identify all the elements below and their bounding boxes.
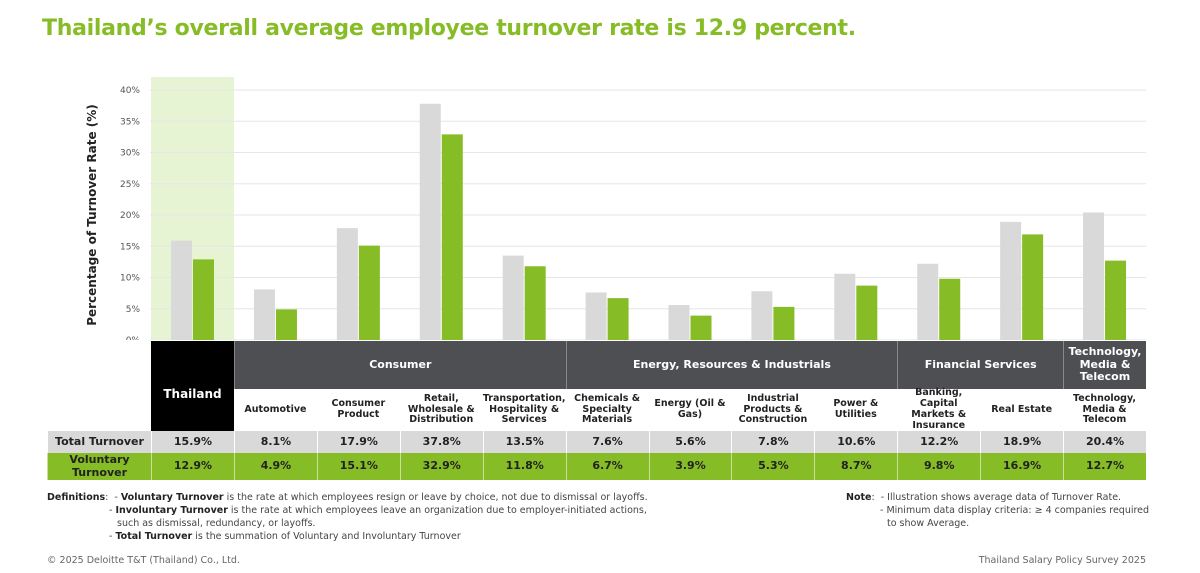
column-header: Chemicals & Specialty Materials [565,389,649,431]
note-line: Illustration shows average data of Turno… [887,492,1122,503]
total-term: Total Turnover [115,531,193,542]
bar-voluntary [441,134,463,340]
total-value: 13.5% [482,431,566,453]
definitions: Definitions: - Voluntary Turnover is the… [47,492,648,542]
note-label: Note [846,492,872,503]
group-header: Energy, Resources & Industrials [565,341,898,389]
total-value: 20.4% [1063,431,1146,453]
voluntary-value: 12.9% [151,453,234,480]
y-tick-label: 0% [126,336,141,340]
column-header: Energy (Oil & Gas) [648,389,732,431]
y-tick-label: 10% [120,274,140,284]
bar-voluntary [524,266,546,340]
total-value: 18.9% [980,431,1064,453]
column-header: Consumer Product [316,389,400,431]
total-value: 7.6% [565,431,649,453]
y-tick-label: 30% [120,149,140,159]
bar-chart: 0% 5% 10% 15% 20% 25% 30% 35% 40% Percentage of T… [85,77,1146,340]
column-header: Industrial Products & Construction [731,389,815,431]
voluntary-value: 32.9% [399,453,483,480]
page-title: Thailand’s overall average employee turn… [42,16,856,41]
involuntary-definition-cont: such as dismissal, redundancy, or layoff… [117,518,316,529]
voluntary-value: 12.7% [1063,453,1146,480]
bar-voluntary [939,278,961,340]
bar-voluntary [856,285,878,340]
column-header: Automotive [234,389,317,431]
bar-total [502,255,524,340]
bar-voluntary [275,309,297,340]
bar-voluntary [358,245,380,340]
bar-total [751,291,773,340]
bar-total [171,240,192,340]
y-tick-label: 40% [120,86,140,96]
column-header: Banking, Capital Markets & Insurance [897,387,981,431]
voluntary-value: 9.8% [897,453,981,480]
voluntary-value: 11.8% [482,453,566,480]
source: Thailand Salary Policy Survey 2025 [978,555,1146,566]
y-axis-label: Percentage of Turnover Rate (%) [85,104,99,326]
header-thailand: Thailand [151,341,234,431]
bar-total [419,103,441,340]
y-tick-label: 35% [120,117,140,127]
involuntary-definition: is the rate at which employees leave an … [227,505,647,516]
total-value: 15.9% [151,431,234,453]
total-value: 8.1% [234,431,317,453]
involuntary-term: Involuntary Turnover [115,505,228,516]
bar-total [585,292,607,340]
group-header: Consumer [234,341,566,389]
column-header: Technology, Media & Telecom [1063,389,1146,431]
group-header: Technology, Media & Telecom [1063,341,1146,389]
column-header: Power & Utilities [814,389,898,431]
bar-total [336,228,358,340]
bar-total [253,289,275,340]
voluntary-value: 5.3% [731,453,815,480]
y-tick-label: 5% [126,305,141,315]
bar-total [917,263,939,340]
total-definition: is the summation of Voluntary and Involu… [192,531,461,542]
voluntary-definition: is the rate at which employees resign or… [223,492,648,503]
bar-total [668,305,690,340]
y-tick-label: 15% [120,242,140,252]
column-header: Real Estate [980,389,1064,431]
total-value: 37.8% [399,431,483,453]
bar-total [1083,212,1105,340]
bar-total [1000,221,1022,340]
note-line: to show Average. [887,518,970,529]
voluntary-value: 15.1% [316,453,400,480]
definitions-label: Definitions [47,492,106,503]
total-value: 17.9% [316,431,400,453]
copyright: © 2025 Deloitte T&T (Thailand) Co., Ltd. [47,555,240,566]
total-value: 12.2% [897,431,981,453]
column-header: Transportation, Hospitality & Services [482,389,566,431]
bar-voluntary [773,306,795,340]
voluntary-value: 16.9% [980,453,1064,480]
total-value: 5.6% [648,431,732,453]
row-label-voluntary: Voluntary Turnover [47,453,151,480]
bar-total [834,273,856,340]
bar-voluntary [193,259,214,340]
voluntary-value: 4.9% [234,453,317,480]
bar-voluntary [1105,260,1127,340]
note: Note: - Illustration shows average data … [846,492,1150,529]
bar-voluntary [690,315,712,340]
note-line: Minimum data display criteria: ≥ 4 compa… [886,505,1150,516]
voluntary-value: 8.7% [814,453,898,480]
y-tick-label: 25% [120,180,140,190]
group-header: Financial Services [897,341,1064,389]
total-value: 7.8% [731,431,815,453]
column-header: Retail, Wholesale & Distribution [399,389,483,431]
total-value: 10.6% [814,431,898,453]
voluntary-value: 6.7% [565,453,649,480]
row-label-total: Total Turnover [47,431,151,453]
bar-voluntary [1022,234,1044,340]
voluntary-term: Voluntary Turnover [120,492,224,503]
bar-voluntary [607,298,629,340]
voluntary-value: 3.9% [648,453,732,480]
y-tick-label: 20% [120,211,140,221]
thailand-highlight [151,77,234,340]
